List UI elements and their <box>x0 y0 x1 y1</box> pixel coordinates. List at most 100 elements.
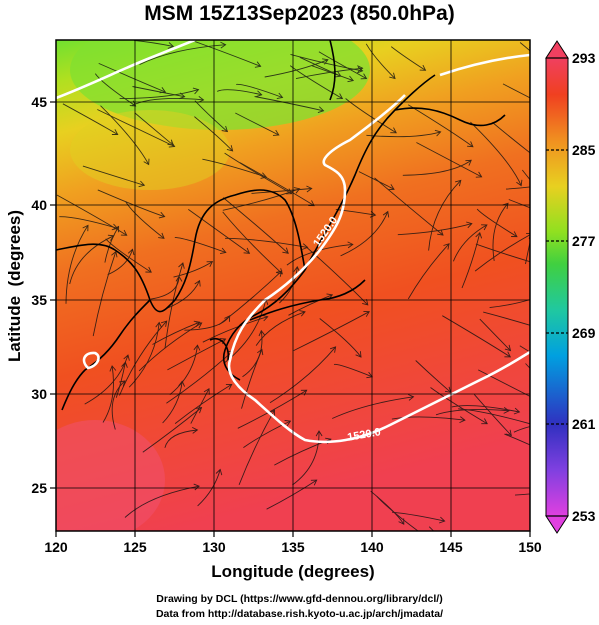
streamline-arrow <box>571 176 577 182</box>
streamline-arrow <box>257 348 264 356</box>
streamline <box>504 433 530 446</box>
colorbar-tick-label: 261 <box>572 416 596 432</box>
streamline-arrow <box>308 200 315 207</box>
streamline <box>202 316 268 343</box>
streamline-arrow <box>388 184 395 191</box>
streamline <box>514 493 530 496</box>
streamline <box>134 112 174 146</box>
streamline <box>138 322 202 372</box>
x-axis-label: Longitude (degrees) <box>211 562 374 581</box>
streamline-arrow <box>193 344 201 351</box>
streamline <box>188 209 250 254</box>
streamline <box>293 311 370 352</box>
streamline <box>416 142 482 178</box>
streamline <box>152 321 200 345</box>
streamline-arrow <box>178 92 186 100</box>
streamline-arrow <box>194 279 201 287</box>
streamline <box>483 311 530 326</box>
streamline-arrow <box>437 229 444 236</box>
streamline-arrow <box>261 314 269 322</box>
x-tick-label: 150 <box>518 539 542 555</box>
streamline-arrow <box>454 179 462 187</box>
streamline <box>458 408 530 425</box>
streamline <box>254 96 324 112</box>
streamline-arrow <box>360 73 368 80</box>
streamline <box>474 234 530 272</box>
contour-line-japan <box>227 94 530 444</box>
streamline <box>59 216 118 229</box>
streamline <box>107 249 133 276</box>
streamline <box>390 46 426 71</box>
streamline-arrow <box>215 468 223 476</box>
streamline-arrow <box>109 365 117 372</box>
streamline-arrow <box>256 90 263 98</box>
streamline <box>428 526 435 531</box>
streamline <box>224 152 292 195</box>
streamline-arrow <box>276 268 283 275</box>
streamline <box>476 208 518 237</box>
streamline-arrow <box>269 409 276 416</box>
streamline <box>332 396 414 419</box>
streamline <box>492 122 530 154</box>
contour-lines <box>56 40 530 444</box>
streamline-arrow <box>535 445 541 450</box>
streamline-arrow <box>574 405 580 411</box>
streamline <box>190 40 261 67</box>
streamline <box>365 43 396 79</box>
streamline <box>65 225 89 304</box>
x-tick-label: 135 <box>281 539 305 555</box>
streamline-arrow <box>336 93 344 100</box>
streamline-arrow <box>198 96 205 103</box>
streamline <box>222 197 289 254</box>
streamline <box>479 318 511 351</box>
streamline <box>82 165 145 186</box>
streamline <box>98 62 166 93</box>
streamline <box>102 365 114 423</box>
streamline <box>451 405 520 413</box>
streamline <box>292 430 320 486</box>
streamline-arrow <box>167 42 175 49</box>
streamline <box>407 104 474 148</box>
streamline-arrow <box>121 361 128 368</box>
streamline-arrow <box>120 229 128 236</box>
streamline <box>402 159 472 176</box>
streamline-arrow <box>293 266 301 273</box>
streamline-arrow <box>243 247 251 254</box>
streamline-arrow <box>225 383 233 390</box>
credits: Drawing by DCL (https://www.gfd-dennou.o… <box>0 592 599 622</box>
streamline <box>435 409 509 416</box>
colorbar: 293 285 277 269 261 253 <box>545 40 596 534</box>
streamline-arrow <box>438 516 446 524</box>
x-tick-label: 140 <box>360 539 384 555</box>
streamline <box>131 98 204 107</box>
streamline-arrow <box>191 426 199 434</box>
streamline-arrow <box>258 329 266 337</box>
streamline-arrow <box>276 92 284 100</box>
streamline <box>319 318 362 358</box>
streamline-arrow <box>502 202 509 210</box>
x-tick-label: 145 <box>439 539 463 555</box>
streamline-arrow <box>123 354 130 361</box>
streamline-arrow <box>158 211 166 219</box>
streamline-arrow <box>282 247 289 254</box>
streamline <box>111 380 126 430</box>
streamline-arrow <box>193 483 200 491</box>
contour-line-north-east <box>439 53 530 77</box>
colorbar-tick-label: 277 <box>572 233 596 249</box>
streamline-arrow <box>481 224 488 231</box>
streamline-arrow <box>475 231 483 239</box>
contour-line-north <box>56 40 196 100</box>
streamline <box>477 369 530 397</box>
streamline-arrow <box>389 72 396 80</box>
streamline <box>470 121 522 186</box>
streamline <box>407 243 450 300</box>
x-tick-label: 125 <box>123 539 147 555</box>
credits-data-source: Data from http://database.rish.kyoto-u.a… <box>155 608 444 620</box>
streamline <box>241 349 263 409</box>
streamline-arrow <box>511 231 518 238</box>
streamline <box>318 51 367 79</box>
streamline <box>243 420 291 448</box>
streamline <box>224 237 308 248</box>
streamline <box>236 83 283 98</box>
streamline-arrow <box>465 159 472 166</box>
